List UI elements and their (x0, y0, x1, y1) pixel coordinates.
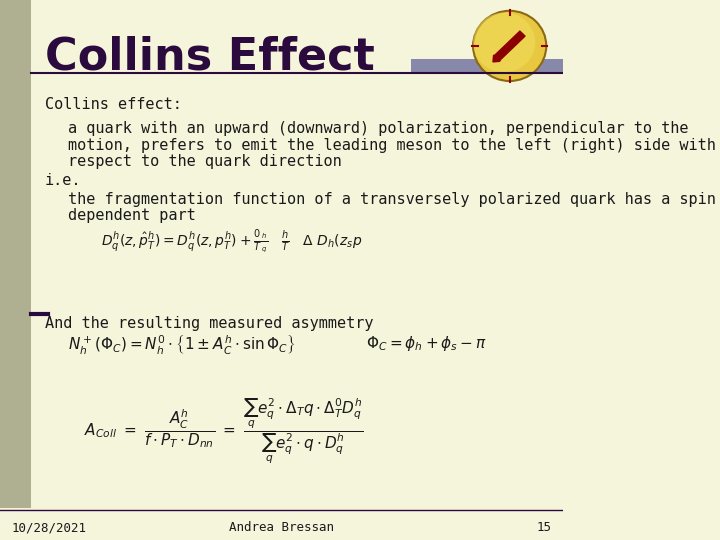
Text: Collins Effect: Collins Effect (45, 35, 375, 78)
Text: 10/28/2021: 10/28/2021 (12, 521, 86, 534)
Text: respect to the quark direction: respect to the quark direction (68, 154, 341, 169)
Text: Collins effect:: Collins effect: (45, 97, 182, 112)
Circle shape (473, 11, 546, 81)
Text: i.e.: i.e. (45, 173, 81, 188)
Text: And the resulting measured asymmetry: And the resulting measured asymmetry (45, 316, 374, 331)
Text: 15: 15 (537, 521, 552, 534)
Text: the fragmentation function of a transversely polarized quark has a spin: the fragmentation function of a transver… (68, 192, 716, 207)
FancyArrow shape (493, 31, 525, 62)
Circle shape (473, 12, 535, 72)
Text: $\Phi_C=\phi_h+\phi_s-\pi$: $\Phi_C=\phi_h+\phi_s-\pi$ (366, 334, 487, 353)
Text: $N_h^+(\Phi_C)=N_h^0\cdot\left\{1\pm A_C^h\cdot\sin\Phi_C\right\}$: $N_h^+(\Phi_C)=N_h^0\cdot\left\{1\pm A_C… (68, 334, 295, 357)
FancyBboxPatch shape (411, 59, 563, 73)
Text: a quark with an upward (downward) polarization, perpendicular to the: a quark with an upward (downward) polari… (68, 122, 688, 137)
Text: $D_q^h(z,\hat{p}_T^h)=D_q^{h}(z,p_T^h)+\frac{0_{\;h}}{T_{\;q}}\quad\frac{h}{T}\q: $D_q^h(z,\hat{p}_T^h)=D_q^{h}(z,p_T^h)+\… (102, 228, 363, 256)
Text: motion, prefers to emit the leading meson to the left (right) side with: motion, prefers to emit the leading meso… (68, 138, 716, 153)
Text: $A_{Coll}\ =\ \dfrac{A_C^h}{f\cdot P_T\cdot D_{nn}}\ =\ \dfrac{\sum_q e_q^2\cdot: $A_{Coll}\ =\ \dfrac{A_C^h}{f\cdot P_T\c… (84, 397, 364, 466)
Text: Andrea Bressan: Andrea Bressan (229, 521, 334, 534)
Text: dependent part: dependent part (68, 208, 195, 223)
FancyBboxPatch shape (0, 0, 31, 508)
